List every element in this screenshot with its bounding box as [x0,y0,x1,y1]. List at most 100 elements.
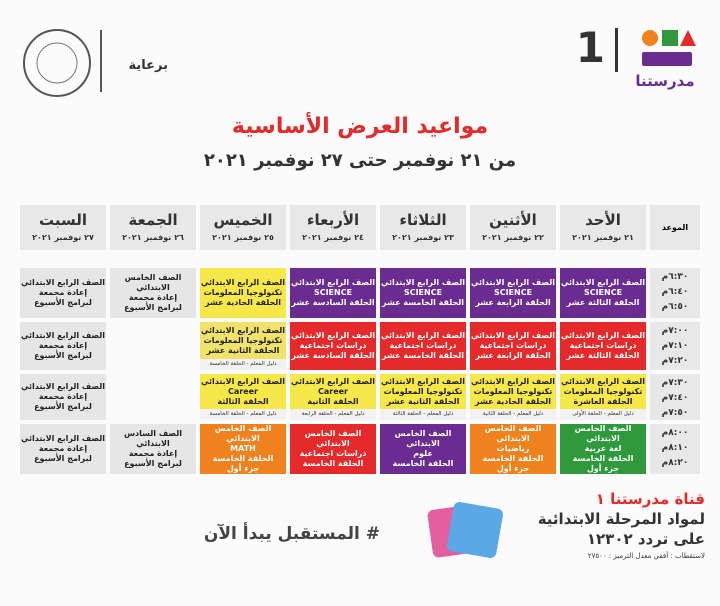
cell-line: الحلقة الخامسة عشر [382,351,464,360]
cell-line: الحلقة الثالثة [217,396,269,406]
schedule-cell: الصف السادس الابتدائي إعادة مجمعة لبرامج ا… [110,424,196,474]
sponsor: برعاية [128,58,169,73]
day-header: الأثنين ٢٢ نوفمبر ٢٠٢١ [470,205,556,250]
cell-line: الصف الرابع الابتدائي [470,376,556,386]
cell-line: الحلقة الخامسة عشر [382,298,464,307]
cell-line: لبرامج الأسبوع [34,298,92,307]
cell-line: إعادة مجمعة [38,288,88,297]
cell-line: دراسات اجتماعية [389,341,457,350]
day-header: الثلاثاء ٢٣ نوفمبر ٢٠٢١ [380,205,466,250]
time: ٨:٢٠م [661,458,689,468]
schedule-cell: الصف الخامس الابتدائي لغة عربية الحلقة الخ… [560,424,646,474]
cell-line: SCIENCE [403,288,443,297]
channel: قناة مدرستنا ١ [595,490,705,508]
cell-line: دراسات اجتماعية [479,341,547,350]
day-name: الأربعاء [306,211,360,229]
cell-line: الحلقة الخامسة [212,454,274,463]
cell-line: تكنولوجيا المعلومات [473,386,553,396]
time-cell: ٨:٠٠م ٨:١٠م ٨:٢٠م [650,424,700,474]
cell-line: لبرامج الأسبوع [34,454,92,463]
cell-line: الصف الخامس الابتدائي [214,424,272,443]
cell-line: جزء أول [586,464,620,473]
cell-line: الصف الرابع الابتدائي [20,434,106,443]
cell-line: إعادة مجمعة [38,444,88,453]
cell-line: الصف الرابع الابتدائي [200,325,286,335]
schedule-cell: الصف الخامس الابتدائي رياضيات الحلقة الخام… [470,424,556,474]
schedule-cell: الصف الرابع الابتدائي دراسات اجتماعية الحل… [380,322,466,370]
cell-line: الصف الرابع الابتدائي [380,278,466,287]
time: ٧:٤٠م [661,393,689,403]
day-header: الخميس ٢٥ نوفمبر ٢٠٢١ [200,205,286,250]
day-date: ٢٢ نوفمبر ٢٠٢١ [482,233,544,242]
cell-line: SCIENCE [493,288,533,297]
cell-line: الصف الرابع الابتدائي [290,331,376,340]
day-header: الأحد ٢١ نوفمبر ٢٠٢١ [560,205,646,250]
logo-number: 1 [575,23,605,72]
cell-line: الصف الرابع الابتدائي [20,278,106,287]
cell-line: إعادة مجمعة [38,341,88,350]
cell-footer: دليل المعلم - الحلقة الثالثة [380,409,466,420]
schedule-cell: الصف الرابع الابتدائي SCIENCE الحلقة الراب… [470,268,556,318]
schedule-cell: الصف الرابع الابتدائي إعادة مجمعة لبرامج ا… [20,424,106,474]
cell-line: الصف الخامس الابتدائي [574,424,632,443]
cell-line: الصف الرابع الابتدائي [200,376,286,386]
cell-line: الحلقة الثانية [307,396,359,406]
cell-line: الحلقة الخامسة [482,454,544,463]
time-cell: ٧:٣٠م ٧:٤٠م ٧:٥٠م [650,374,700,420]
cell-line: إعادة مجمعة [128,293,178,302]
schedule-cell: الصف الرابع الابتدائي SCIENCE الحلقة الثال… [560,268,646,318]
schedule-cell: الصف الرابع الابتدائي تكنولوجيا المعلومات… [200,322,286,359]
cell-line: جزء أول [496,464,530,473]
cell-line: تكنولوجيا المعلومات [563,386,643,396]
cell-line: لغة عربية [584,444,622,453]
schedule-cell: الصف الخامس الابتدائي دراسات اجتماعية الحل… [290,424,376,474]
schedule-cell: الصف الرابع الابتدائي إعادة مجمعة لبرامج ا… [20,322,106,370]
day-name: الثلاثاء [399,211,447,229]
schedule-cell: الصف الخامس الابتدائي علوم الحلقة الخامسة [380,424,466,474]
schedule-cell: الصف الرابع الابتدائي Career الحلقة الثاني… [290,374,376,409]
cell-line: Career [227,386,258,396]
cell-line: دراسات اجتماعية [299,449,367,458]
day-name: السبت [38,211,88,229]
day-header: السبت ٢٧ نوفمبر ٢٠٢١ [20,205,106,250]
divider [615,28,618,72]
slogan: # المستقبل يبدأ الآن [203,524,380,544]
cell-line: الصف الرابع الابتدائي [20,331,106,340]
cell-line: الحلقة الرابعة عشر [475,298,551,307]
ministry-emblem [23,29,91,97]
day-header: الأربعاء ٢٤ نوفمبر ٢٠٢١ [290,205,376,250]
cell-line: الحلقة العاشرة [573,396,633,406]
cell-line: الصف الرابع الابتدائي [560,331,646,340]
cell-line: الصف الخامس الابتدائي [304,429,362,448]
subject: لمواد المرحلة الابتدائية [537,510,705,528]
time-header: الموعد [650,205,700,250]
cell-line: الحلقة الخامسة [302,459,364,468]
title: مواعيد العرض الأساسية [231,114,489,139]
cell-line: تكنولوجيا المعلومات [203,335,283,345]
schedule-cell: الصف الرابع الابتدائي تكنولوجيا المعلومات… [200,268,286,318]
cell-line: لبرامج الأسبوع [124,303,182,312]
cell-line: الصف الرابع الابتدائي [560,376,646,386]
logo-text: مدرستنا [635,72,695,90]
cell-line: رياضيات [496,444,530,453]
cell-line: الحلقة السادسة عشر [291,298,375,307]
cell-line: الصف الرابع الابتدائي [470,278,556,287]
time: ٦:٣٠م [661,272,689,282]
cell-line: الصف الرابع الابتدائي [560,278,646,287]
day-date: ٢٦ نوفمبر ٢٠٢١ [122,233,184,242]
cell-line: دراسات اجتماعية [569,341,637,350]
time: ٧:٠٠م [661,326,689,336]
cell-footer: دليل المعلم - الحلقة الثانية [470,409,556,420]
cell-line: الصف الرابع الابتدائي [290,376,376,386]
schedule-cell: الصف الرابع الابتدائي SCIENCE الحلقة الخام… [380,268,466,318]
subtitle: من ٢١ نوفمبر حتى ٢٧ نوفمبر ٢٠٢١ [203,150,517,171]
day-date: ٢٤ نوفمبر ٢٠٢١ [302,233,364,242]
cell-line: الصف الرابع الابتدائي [470,331,556,340]
cell-line: الحلقة الثالثة عشر [566,351,640,360]
schedule-cell: الصف الرابع الابتدائي دراسات اجتماعية الحل… [560,322,646,370]
cell-line: لبرامج الأسبوع [124,459,182,468]
cell-line: الحلقة الخامسة [572,454,634,463]
time: ٧:١٠م [661,341,689,351]
cell-line: إعادة مجمعة [128,449,178,458]
